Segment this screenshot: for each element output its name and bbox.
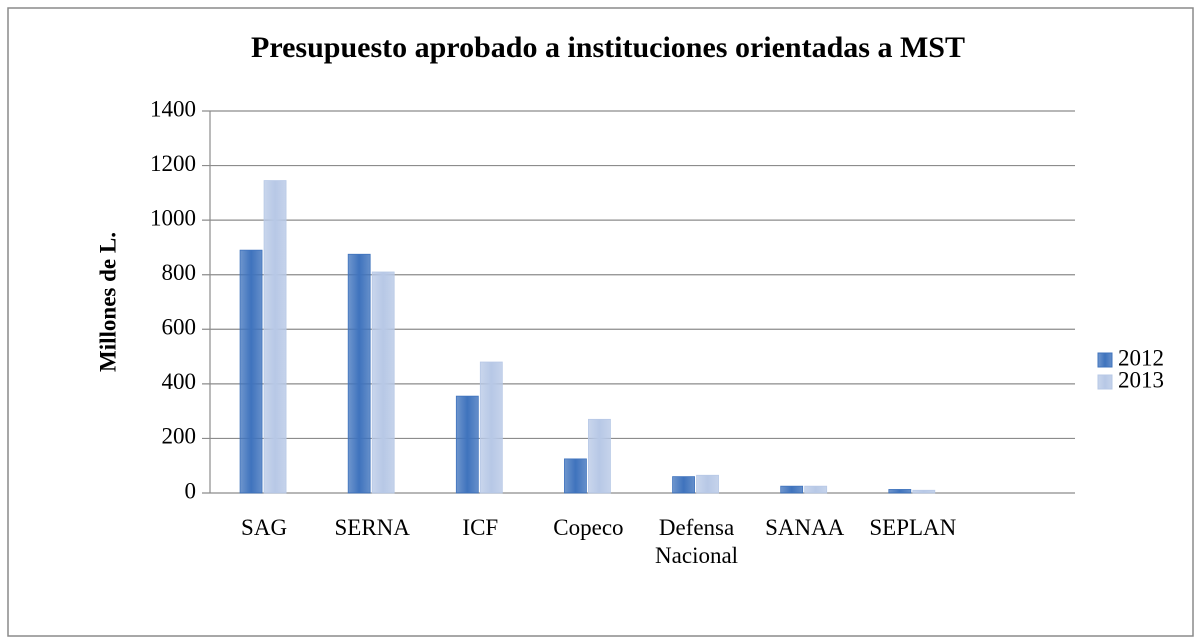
legend-marker — [1097, 352, 1113, 368]
bar — [564, 458, 587, 494]
bar — [263, 180, 287, 494]
legend-marker — [1097, 374, 1113, 390]
bar — [804, 485, 828, 494]
y-tick-label: 0 — [185, 478, 197, 503]
bar — [888, 489, 912, 494]
bar — [347, 253, 371, 494]
y-tick-label: 600 — [162, 315, 197, 340]
bar — [912, 489, 936, 494]
x-tick-label: SERNA — [334, 515, 410, 540]
x-tick-label: SEPLAN — [869, 515, 957, 540]
frame — [7, 7, 1194, 637]
x-tick-label: Copeco — [553, 515, 624, 540]
bar — [780, 485, 804, 494]
legend-label: 2012 — [1118, 345, 1164, 370]
bar — [371, 271, 395, 494]
bar — [672, 476, 695, 494]
bar — [479, 361, 503, 494]
bar — [239, 249, 263, 494]
y-tick-label: 1200 — [150, 151, 196, 176]
bar — [455, 395, 479, 494]
y-tick-label: 1400 — [150, 96, 196, 121]
y-axis-label: Millones de L. — [95, 232, 120, 372]
y-tick-label: 1000 — [150, 205, 196, 230]
x-tick-label: SAG — [241, 515, 288, 540]
bar — [588, 418, 611, 494]
chart-title: Presupuesto aprobado a instituciones ori… — [251, 31, 965, 64]
x-tick-label: ICF — [462, 515, 499, 540]
y-tick-label: 800 — [162, 260, 197, 285]
y-tick-label: 200 — [162, 424, 197, 449]
x-tick-label: Defensa Nacional — [655, 515, 739, 568]
legend-label: 2013 — [1118, 367, 1164, 392]
bar — [696, 474, 719, 494]
x-tick-label: SANAA — [765, 515, 845, 540]
y-tick-label: 400 — [162, 369, 197, 394]
